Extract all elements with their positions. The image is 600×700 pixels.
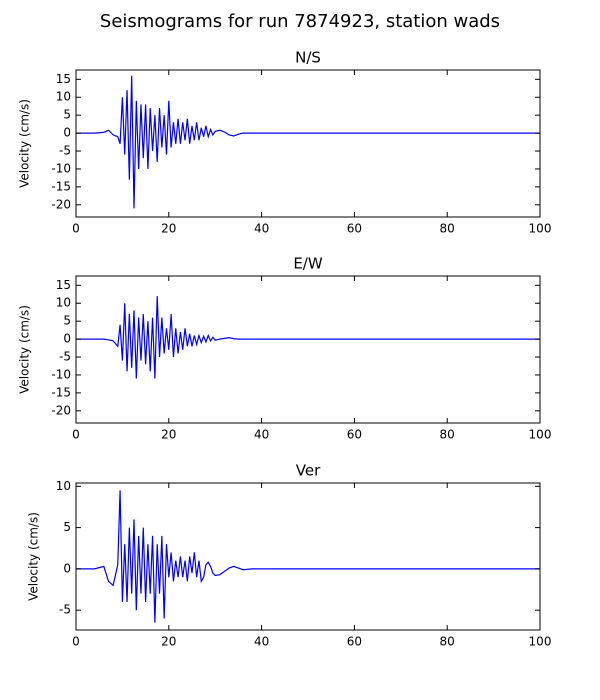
x-tick-label: 80: [440, 428, 455, 442]
y-tick-label: 10: [56, 90, 71, 104]
y-tick-label: 5: [63, 520, 71, 534]
x-tick-label: 40: [254, 635, 269, 649]
x-tick-label: 100: [529, 222, 552, 236]
y-tick-label: 15: [56, 278, 71, 292]
y-tick-label: 0: [63, 561, 71, 575]
axes-frame: [75, 69, 541, 218]
y-tick-label: -5: [59, 603, 71, 617]
trace: [76, 490, 540, 623]
y-tick-label: 5: [63, 108, 71, 122]
x-tick-label: 20: [161, 635, 176, 649]
subplot-title: E/W: [293, 255, 323, 273]
y-tick-label: -15: [51, 385, 71, 399]
x-tick-label: 80: [440, 222, 455, 236]
y-tick-label: 10: [56, 296, 71, 310]
y-tick-label: -20: [51, 403, 71, 417]
x-tick-label: 40: [254, 222, 269, 236]
y-tick-label: -20: [51, 197, 71, 211]
axes-frame: [75, 275, 541, 424]
y-tick-label: -10: [51, 367, 71, 381]
x-tick-label: 60: [347, 222, 362, 236]
figure-title: Seismograms for run 7874923, station wad…: [100, 11, 500, 32]
y-axis-label: Velocity (cm/s): [18, 305, 32, 394]
x-tick-label: 60: [347, 428, 362, 442]
y-tick-label: -5: [59, 144, 71, 158]
x-tick-label: 20: [161, 428, 176, 442]
trace: [76, 296, 540, 379]
y-tick-label: 10: [56, 479, 71, 493]
y-tick-label: 0: [63, 126, 71, 140]
x-tick-label: 40: [254, 428, 269, 442]
subplot-title: N/S: [295, 49, 321, 67]
x-tick-label: 0: [72, 428, 80, 442]
x-tick-label: 80: [440, 635, 455, 649]
subplot-title: Ver: [296, 462, 321, 480]
y-tick-label: -5: [59, 350, 71, 364]
x-tick-label: 0: [72, 635, 80, 649]
y-axis-label: Velocity (cm/s): [27, 512, 41, 601]
y-tick-label: 5: [63, 314, 71, 328]
trace: [76, 75, 540, 209]
x-tick-label: 60: [347, 635, 362, 649]
x-tick-label: 20: [161, 222, 176, 236]
y-tick-label: 15: [56, 72, 71, 86]
y-tick-label: -15: [51, 179, 71, 193]
y-tick-label: 0: [63, 332, 71, 346]
x-tick-label: 100: [529, 635, 552, 649]
y-tick-label: -10: [51, 161, 71, 175]
x-tick-label: 100: [529, 428, 552, 442]
axes-frame: [75, 482, 541, 631]
x-tick-label: 0: [72, 222, 80, 236]
y-axis-label: Velocity (cm/s): [18, 99, 32, 188]
